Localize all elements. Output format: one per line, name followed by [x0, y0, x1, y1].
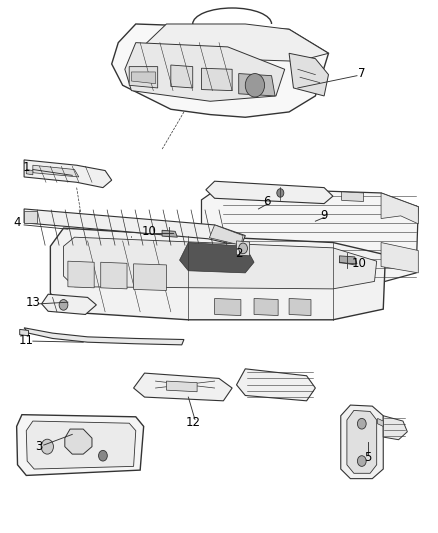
- Polygon shape: [383, 416, 407, 440]
- Polygon shape: [50, 228, 385, 320]
- Polygon shape: [378, 418, 383, 426]
- Circle shape: [59, 300, 68, 310]
- Polygon shape: [33, 165, 79, 177]
- Polygon shape: [42, 294, 96, 314]
- Polygon shape: [166, 381, 197, 392]
- Polygon shape: [65, 429, 92, 454]
- Polygon shape: [68, 261, 94, 288]
- Polygon shape: [26, 421, 136, 469]
- Polygon shape: [209, 225, 243, 245]
- Circle shape: [99, 450, 107, 461]
- Text: 10: 10: [352, 257, 367, 270]
- Text: 2: 2: [235, 247, 243, 260]
- Text: 13: 13: [25, 296, 40, 309]
- Polygon shape: [237, 241, 250, 256]
- Text: 10: 10: [141, 225, 156, 238]
- Polygon shape: [342, 192, 364, 201]
- Polygon shape: [134, 373, 232, 401]
- Polygon shape: [254, 298, 278, 316]
- Polygon shape: [162, 230, 177, 237]
- Polygon shape: [215, 298, 241, 316]
- Polygon shape: [180, 243, 254, 273]
- Circle shape: [277, 189, 284, 197]
- Polygon shape: [24, 211, 37, 223]
- Text: 5: 5: [364, 451, 371, 464]
- Polygon shape: [237, 369, 315, 401]
- Text: 7: 7: [357, 67, 365, 80]
- Polygon shape: [129, 67, 158, 88]
- Text: 1: 1: [22, 161, 30, 174]
- Polygon shape: [289, 53, 328, 96]
- Circle shape: [357, 418, 366, 429]
- Text: 12: 12: [185, 416, 200, 429]
- Circle shape: [357, 456, 366, 466]
- Polygon shape: [24, 209, 245, 246]
- Polygon shape: [131, 72, 155, 84]
- Polygon shape: [26, 169, 33, 175]
- Text: 11: 11: [19, 334, 34, 346]
- Polygon shape: [64, 237, 377, 289]
- Polygon shape: [24, 328, 184, 345]
- Circle shape: [41, 439, 53, 454]
- Polygon shape: [289, 298, 311, 316]
- Polygon shape: [239, 74, 275, 96]
- Polygon shape: [201, 188, 418, 282]
- Polygon shape: [101, 262, 127, 289]
- Polygon shape: [206, 181, 333, 204]
- Text: 3: 3: [35, 440, 42, 453]
- Text: 6: 6: [263, 195, 271, 208]
- Polygon shape: [171, 65, 193, 88]
- Polygon shape: [381, 193, 418, 224]
- Polygon shape: [125, 43, 285, 101]
- Polygon shape: [201, 68, 232, 91]
- Circle shape: [245, 74, 265, 97]
- Polygon shape: [112, 24, 328, 117]
- Polygon shape: [341, 405, 383, 479]
- Text: 9: 9: [320, 209, 328, 222]
- Polygon shape: [134, 264, 166, 290]
- Polygon shape: [381, 243, 418, 273]
- Polygon shape: [17, 415, 144, 475]
- Polygon shape: [136, 24, 328, 61]
- Polygon shape: [339, 256, 357, 264]
- Circle shape: [239, 243, 247, 254]
- Polygon shape: [20, 329, 28, 336]
- Polygon shape: [347, 410, 377, 473]
- Text: 4: 4: [14, 216, 21, 229]
- Polygon shape: [24, 160, 112, 188]
